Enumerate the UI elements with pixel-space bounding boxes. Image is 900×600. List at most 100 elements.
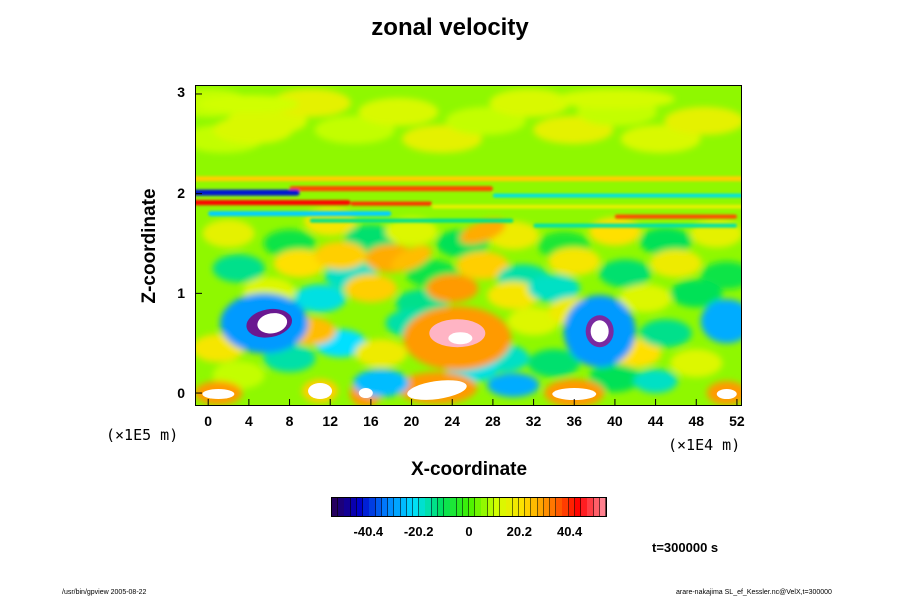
y-tick-label: 3 xyxy=(177,84,185,100)
colorbar-cell xyxy=(493,498,501,516)
heatmap-cell xyxy=(639,319,692,348)
colorbar-cell xyxy=(431,498,439,516)
colorbar-cell xyxy=(363,498,370,516)
y-scale-note: (×1E5 m) xyxy=(106,426,179,444)
heatmap-core xyxy=(358,388,373,399)
heatmap-cell xyxy=(202,219,255,248)
heatmap-cell xyxy=(599,259,652,288)
colorbar-cell xyxy=(425,498,432,516)
colorbar-cell xyxy=(537,498,544,516)
x-tick-label: 36 xyxy=(566,413,583,429)
x-tick-label: 32 xyxy=(525,413,542,429)
colorbar-cell xyxy=(338,498,345,516)
plot-area xyxy=(195,85,742,406)
colorbar-cell xyxy=(506,498,513,516)
x-axis-label: X-coordinate xyxy=(410,459,528,480)
x-tick-label: 4 xyxy=(244,413,253,429)
heatmap-band xyxy=(350,201,432,206)
colorbar-cell xyxy=(500,498,507,516)
heatmap-cell xyxy=(588,364,641,393)
heatmap-band xyxy=(614,214,737,219)
heatmap-cell xyxy=(664,106,741,135)
heatmap-band xyxy=(208,211,392,217)
x-tick-label: 44 xyxy=(647,413,664,429)
heatmap-cell xyxy=(294,284,347,313)
colorbar-cell xyxy=(388,498,395,516)
heatmap-cell xyxy=(355,339,408,368)
colorbar-cell xyxy=(332,498,339,516)
heatmap-band xyxy=(196,176,741,182)
time-label: t=300000 s xyxy=(652,540,719,555)
colorbar-cell xyxy=(369,498,376,516)
colorbar-cell xyxy=(419,498,426,516)
heatmap-core xyxy=(202,389,235,400)
heatmap-cell xyxy=(507,307,560,336)
x-scale-note: (×1E4 m) xyxy=(668,436,741,454)
colorbar-cell xyxy=(456,498,463,516)
x-tick-label: 16 xyxy=(363,413,379,429)
heatmap-cell xyxy=(344,274,397,303)
colorbar-cell xyxy=(531,498,538,516)
colorbar-cell xyxy=(525,498,532,516)
heatmap-cell xyxy=(639,227,692,256)
heatmap-core xyxy=(716,389,737,400)
colorbar-cell xyxy=(450,498,457,516)
heatmap-cell xyxy=(487,281,540,310)
heatmap-band xyxy=(492,193,741,198)
colorbar-cell xyxy=(549,498,557,516)
chart-title: zonal velocity xyxy=(371,14,529,41)
heatmap-cell xyxy=(314,241,367,270)
x-tick-label: 40 xyxy=(607,413,623,429)
colorbar-cell xyxy=(587,498,594,516)
heatmap-core xyxy=(590,320,609,343)
heatmap-core xyxy=(448,332,473,345)
colorbar-cell xyxy=(344,498,351,516)
heatmap-core xyxy=(407,380,467,400)
heatmap-field xyxy=(196,86,741,405)
heatmap-cell xyxy=(700,299,741,344)
footer-left: /usr/bin/gpview 2005-08-22 xyxy=(62,589,147,596)
x-tick-label: 52 xyxy=(729,413,745,429)
heatmap-band xyxy=(431,204,741,209)
colorbar-cell xyxy=(400,498,407,516)
x-tick-label: 24 xyxy=(444,413,460,429)
colorbar-cell xyxy=(375,498,382,516)
axis-ticks xyxy=(196,93,738,405)
colorbar-cell xyxy=(475,498,482,516)
colorbar-cell xyxy=(518,498,526,516)
heatmap-cell xyxy=(391,245,432,272)
colorbar xyxy=(331,497,607,517)
colorbar-cell xyxy=(543,498,551,516)
colorbar-cell xyxy=(412,498,420,516)
heatmap-cell xyxy=(670,279,723,308)
heatmap-cell xyxy=(489,88,570,117)
x-tick-label: 12 xyxy=(322,413,338,429)
heatmap-cell xyxy=(527,349,580,378)
colorbar-tick-label: -40.4 xyxy=(353,524,384,539)
colorbar-cell xyxy=(444,498,451,516)
heatmap-cell xyxy=(588,217,641,246)
heatmap-cell xyxy=(459,219,506,245)
colorbar-tick-label: -20.2 xyxy=(403,524,434,539)
heatmap-cell xyxy=(456,251,509,280)
colorbar-cell xyxy=(406,498,414,516)
x-tick-label: 8 xyxy=(285,413,294,429)
heatmap-cell xyxy=(649,249,702,278)
heatmap-cell xyxy=(633,369,678,394)
heatmap-band xyxy=(196,189,300,196)
colorbar-cell xyxy=(381,498,389,516)
footer-right: arare-nakajima SL_ef_Kessler.nc@VelX,t=3… xyxy=(676,589,832,596)
heatmap-cell xyxy=(270,88,351,117)
heatmap-cell xyxy=(554,88,675,109)
heatmap-band xyxy=(289,186,493,192)
x-tick-label: 28 xyxy=(485,413,501,429)
colorbar-cell xyxy=(512,498,519,516)
y-tick-label: 2 xyxy=(177,185,185,201)
colorbar-cell xyxy=(481,498,488,516)
heatmap-band xyxy=(533,223,737,228)
heatmap-cell xyxy=(619,284,672,313)
colorbar-cell xyxy=(437,498,445,516)
y-axis-label: Z-coordinate xyxy=(139,188,160,304)
colorbar-cell xyxy=(599,498,607,516)
y-tick-label: 0 xyxy=(177,385,185,401)
